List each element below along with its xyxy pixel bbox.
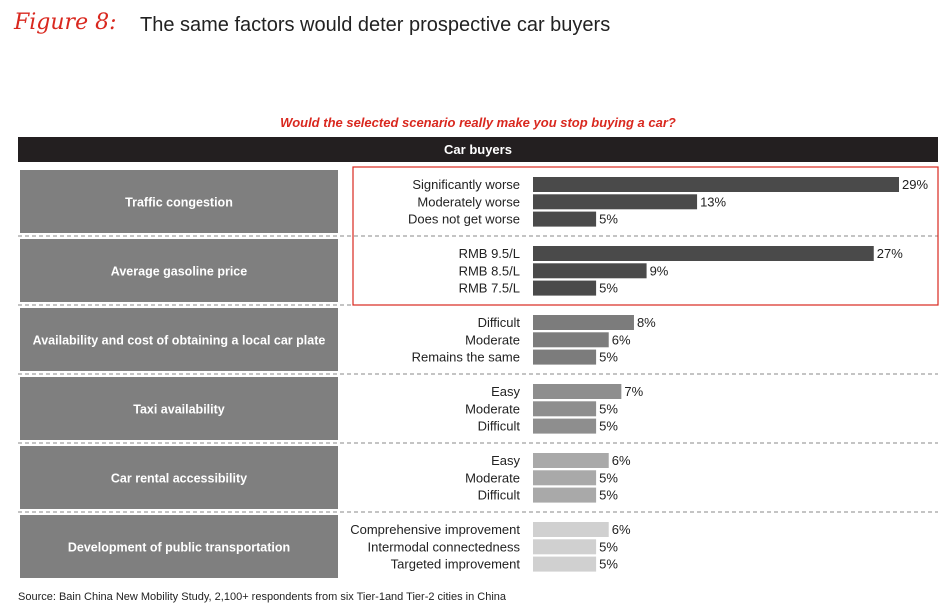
group-label-box xyxy=(20,170,338,233)
bar xyxy=(533,522,609,537)
category-label: Targeted improvement xyxy=(391,557,521,572)
group-label-box xyxy=(20,515,338,578)
bar xyxy=(533,246,874,261)
category-label: Moderate xyxy=(465,332,520,347)
group-label: Average gasoline price xyxy=(111,265,247,279)
category-label: Does not get worse xyxy=(408,212,520,227)
category-label: Difficult xyxy=(478,488,521,503)
category-label: Moderate xyxy=(465,401,520,416)
data-label: 5% xyxy=(599,419,618,434)
data-label: 29% xyxy=(902,177,928,192)
data-label: 5% xyxy=(599,401,618,416)
category-label: RMB 7.5/L xyxy=(459,281,520,296)
data-label: 5% xyxy=(599,488,618,503)
bar xyxy=(533,280,597,296)
bar xyxy=(533,418,597,434)
bar xyxy=(533,263,647,279)
bar xyxy=(533,401,597,417)
chart-question: Would the selected scenario really make … xyxy=(280,115,676,130)
group-label-box xyxy=(20,239,338,302)
chart-title: The same factors would deter prospective… xyxy=(140,14,611,36)
data-label: 6% xyxy=(612,332,631,347)
data-label: 5% xyxy=(599,281,618,296)
group-label-box xyxy=(20,377,338,440)
data-label: 5% xyxy=(599,539,618,554)
data-label: 5% xyxy=(599,470,618,485)
data-label: 7% xyxy=(624,384,643,399)
bar xyxy=(533,539,597,555)
category-label: Easy xyxy=(491,384,520,399)
bar xyxy=(533,315,634,330)
group-label: Availability and cost of obtaining a loc… xyxy=(33,334,326,348)
data-label: 5% xyxy=(599,557,618,572)
category-label: Intermodal connectedness xyxy=(368,539,521,554)
category-label: Remains the same xyxy=(412,350,520,365)
data-label: 8% xyxy=(637,315,656,330)
category-label: Moderately worse xyxy=(417,194,520,209)
header-bar: Car buyers xyxy=(18,137,938,162)
group-label: Traffic congestion xyxy=(125,196,233,210)
bar xyxy=(533,194,698,210)
group-label: Development of public transportation xyxy=(68,541,290,555)
highlight-box xyxy=(352,166,939,306)
data-label: 6% xyxy=(612,453,631,468)
data-label: 13% xyxy=(700,194,726,209)
category-label: Moderate xyxy=(465,470,520,485)
group-label: Car rental accessibility xyxy=(111,472,247,486)
bar xyxy=(533,349,597,365)
data-label: 9% xyxy=(650,263,669,278)
bar xyxy=(533,384,622,399)
bar xyxy=(533,453,609,468)
group-label-box xyxy=(20,446,338,509)
bar xyxy=(533,177,899,192)
bar xyxy=(533,332,609,348)
source-note: Source: Bain China New Mobility Study, 2… xyxy=(18,591,507,603)
data-label: 6% xyxy=(612,522,631,537)
group-label: Taxi availability xyxy=(133,403,225,417)
category-label: RMB 8.5/L xyxy=(459,263,520,278)
category-label: Difficult xyxy=(478,315,521,330)
category-label: Comprehensive improvement xyxy=(350,522,520,537)
figure-label: Figure 8: xyxy=(14,10,117,35)
category-label: RMB 9.5/L xyxy=(459,246,520,261)
category-label: Easy xyxy=(491,453,520,468)
data-label: 5% xyxy=(599,212,618,227)
data-label: 5% xyxy=(599,350,618,365)
data-label: 27% xyxy=(877,246,903,261)
bar xyxy=(533,556,597,572)
bar xyxy=(533,487,597,503)
bar xyxy=(533,211,597,227)
group-label-box xyxy=(20,308,338,371)
bar xyxy=(533,470,597,486)
category-label: Significantly worse xyxy=(412,177,520,192)
category-label: Difficult xyxy=(478,419,521,434)
